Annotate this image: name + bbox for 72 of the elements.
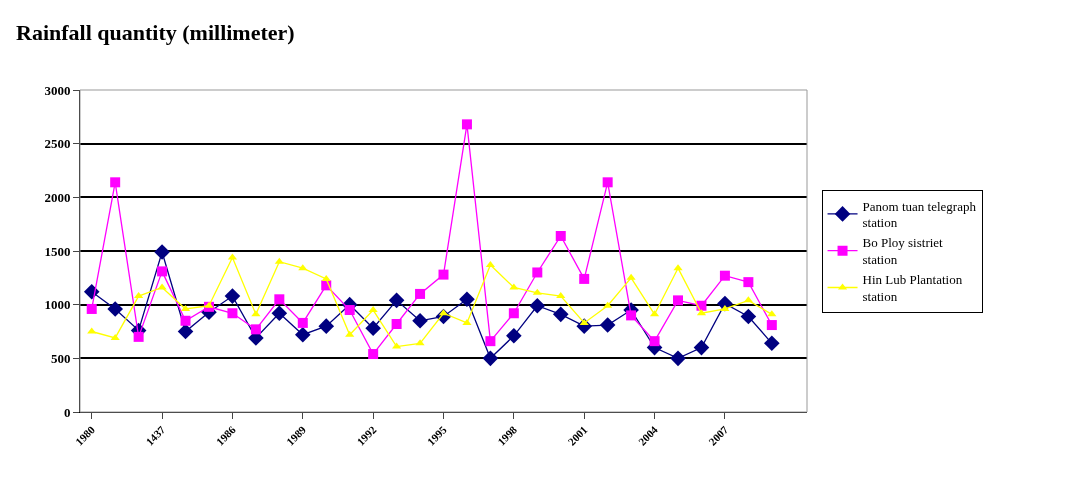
point: [482, 350, 499, 367]
point: [86, 303, 97, 314]
point: [294, 326, 311, 343]
point: [110, 333, 120, 340]
point: [556, 292, 566, 299]
point: [133, 331, 144, 342]
point: [552, 306, 569, 323]
point: [508, 308, 519, 319]
point: [271, 305, 288, 322]
point: [87, 327, 97, 334]
point: [673, 264, 683, 271]
point: [743, 277, 754, 288]
point: [532, 267, 543, 278]
point: [107, 301, 123, 317]
point: [673, 295, 684, 306]
point: [579, 273, 590, 284]
point: [224, 288, 241, 304]
chart-title: Rainfall quantity (millimeter): [16, 19, 295, 45]
point: [368, 306, 378, 313]
point: [719, 270, 730, 281]
point: [532, 288, 542, 295]
point: [204, 301, 214, 308]
y-tick-label: 500: [50, 350, 71, 366]
point: [461, 119, 472, 130]
point: [740, 308, 757, 325]
point: [626, 273, 636, 280]
point: [603, 301, 613, 308]
point: [274, 257, 284, 264]
y-tick-label: 2500: [44, 136, 71, 152]
point: [388, 292, 405, 309]
y-tick-label: 1000: [44, 297, 71, 313]
point: [415, 288, 426, 299]
point: [110, 177, 121, 188]
point: [134, 292, 144, 299]
point: [297, 317, 308, 328]
point: [649, 336, 660, 347]
y-tick-label: 0: [63, 404, 71, 420]
point: [438, 269, 449, 280]
point: [368, 349, 379, 360]
legend-label: Bo Ploy sistriet station: [862, 235, 944, 268]
point: [298, 264, 308, 271]
point: [318, 318, 335, 334]
legend-label: Panom tuan telegraph station: [862, 198, 977, 231]
point: [154, 244, 170, 260]
y-tick-label: 2000: [44, 189, 71, 205]
point: [157, 266, 168, 277]
point: [485, 336, 496, 347]
point: [180, 315, 191, 326]
point: [321, 274, 331, 281]
point: [365, 320, 381, 337]
point: [670, 350, 686, 367]
point: [764, 335, 780, 352]
point: [693, 339, 710, 356]
point: [626, 310, 637, 321]
point: [599, 317, 616, 333]
legend-label: Hin Lub Plantation station: [862, 272, 963, 305]
point: [529, 297, 546, 314]
point: [766, 320, 777, 331]
point: [250, 324, 261, 335]
point: [274, 294, 285, 305]
y-tick-label: 1500: [44, 243, 71, 259]
point: [459, 291, 475, 308]
point: [227, 308, 238, 319]
point: [412, 312, 428, 329]
point: [602, 177, 613, 188]
point: [344, 305, 355, 316]
y-tick-label: 3000: [44, 82, 71, 98]
point: [462, 318, 472, 325]
point: [345, 330, 355, 337]
point: [555, 230, 566, 241]
point: [391, 318, 402, 329]
point: [506, 327, 522, 344]
